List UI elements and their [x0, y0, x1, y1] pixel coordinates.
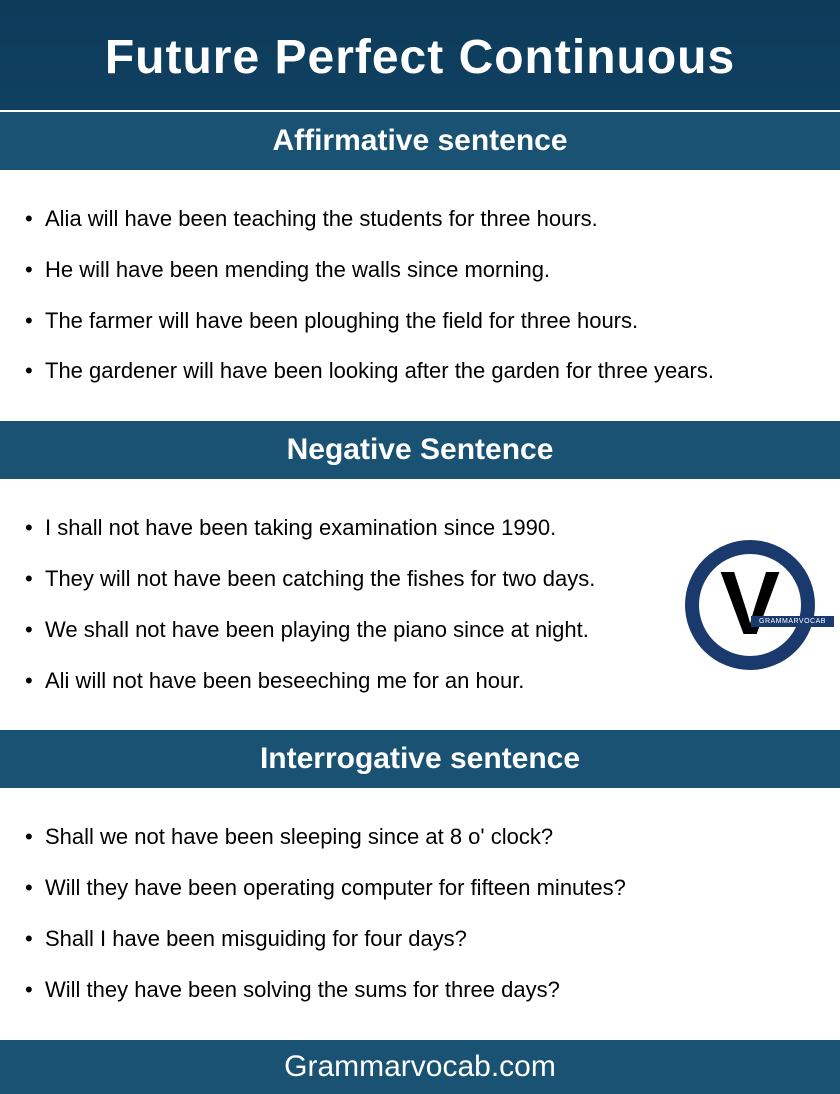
main-title: Future Perfect Continuous — [0, 0, 840, 110]
logo-letter: V — [720, 559, 780, 649]
list-item: He will have been mending the walls sinc… — [20, 245, 820, 296]
list-item: The farmer will have been ploughing the … — [20, 296, 820, 347]
infographic-container: Future Perfect Continuous Affirmative se… — [0, 0, 840, 1024]
list-item: Shall we not have been sleeping since at… — [20, 812, 820, 863]
brand-logo: V GRAMMARVOCAB — [685, 540, 815, 670]
section-header-interrogative: Interrogative sentence — [0, 728, 840, 790]
list-item: Shall I have been misguiding for four da… — [20, 914, 820, 965]
footer-url: Grammarvocab.com — [0, 1038, 840, 1094]
list-affirmative: Alia will have been teaching the student… — [20, 194, 820, 397]
content-affirmative: Alia will have been teaching the student… — [0, 172, 840, 419]
list-item: Alia will have been teaching the student… — [20, 194, 820, 245]
section-header-affirmative: Affirmative sentence — [0, 110, 840, 172]
logo-circle-icon: V GRAMMARVOCAB — [685, 540, 815, 670]
logo-band-text: GRAMMARVOCAB — [751, 616, 834, 627]
content-negative: I shall not have been taking examination… — [0, 481, 840, 728]
list-item: Will they have been operating computer f… — [20, 863, 820, 914]
list-interrogative: Shall we not have been sleeping since at… — [20, 812, 820, 1015]
list-item: The gardener will have been looking afte… — [20, 346, 820, 397]
list-item: Will they have been solving the sums for… — [20, 965, 820, 1016]
content-interrogative: Shall we not have been sleeping since at… — [0, 790, 840, 1037]
section-header-negative: Negative Sentence — [0, 419, 840, 481]
